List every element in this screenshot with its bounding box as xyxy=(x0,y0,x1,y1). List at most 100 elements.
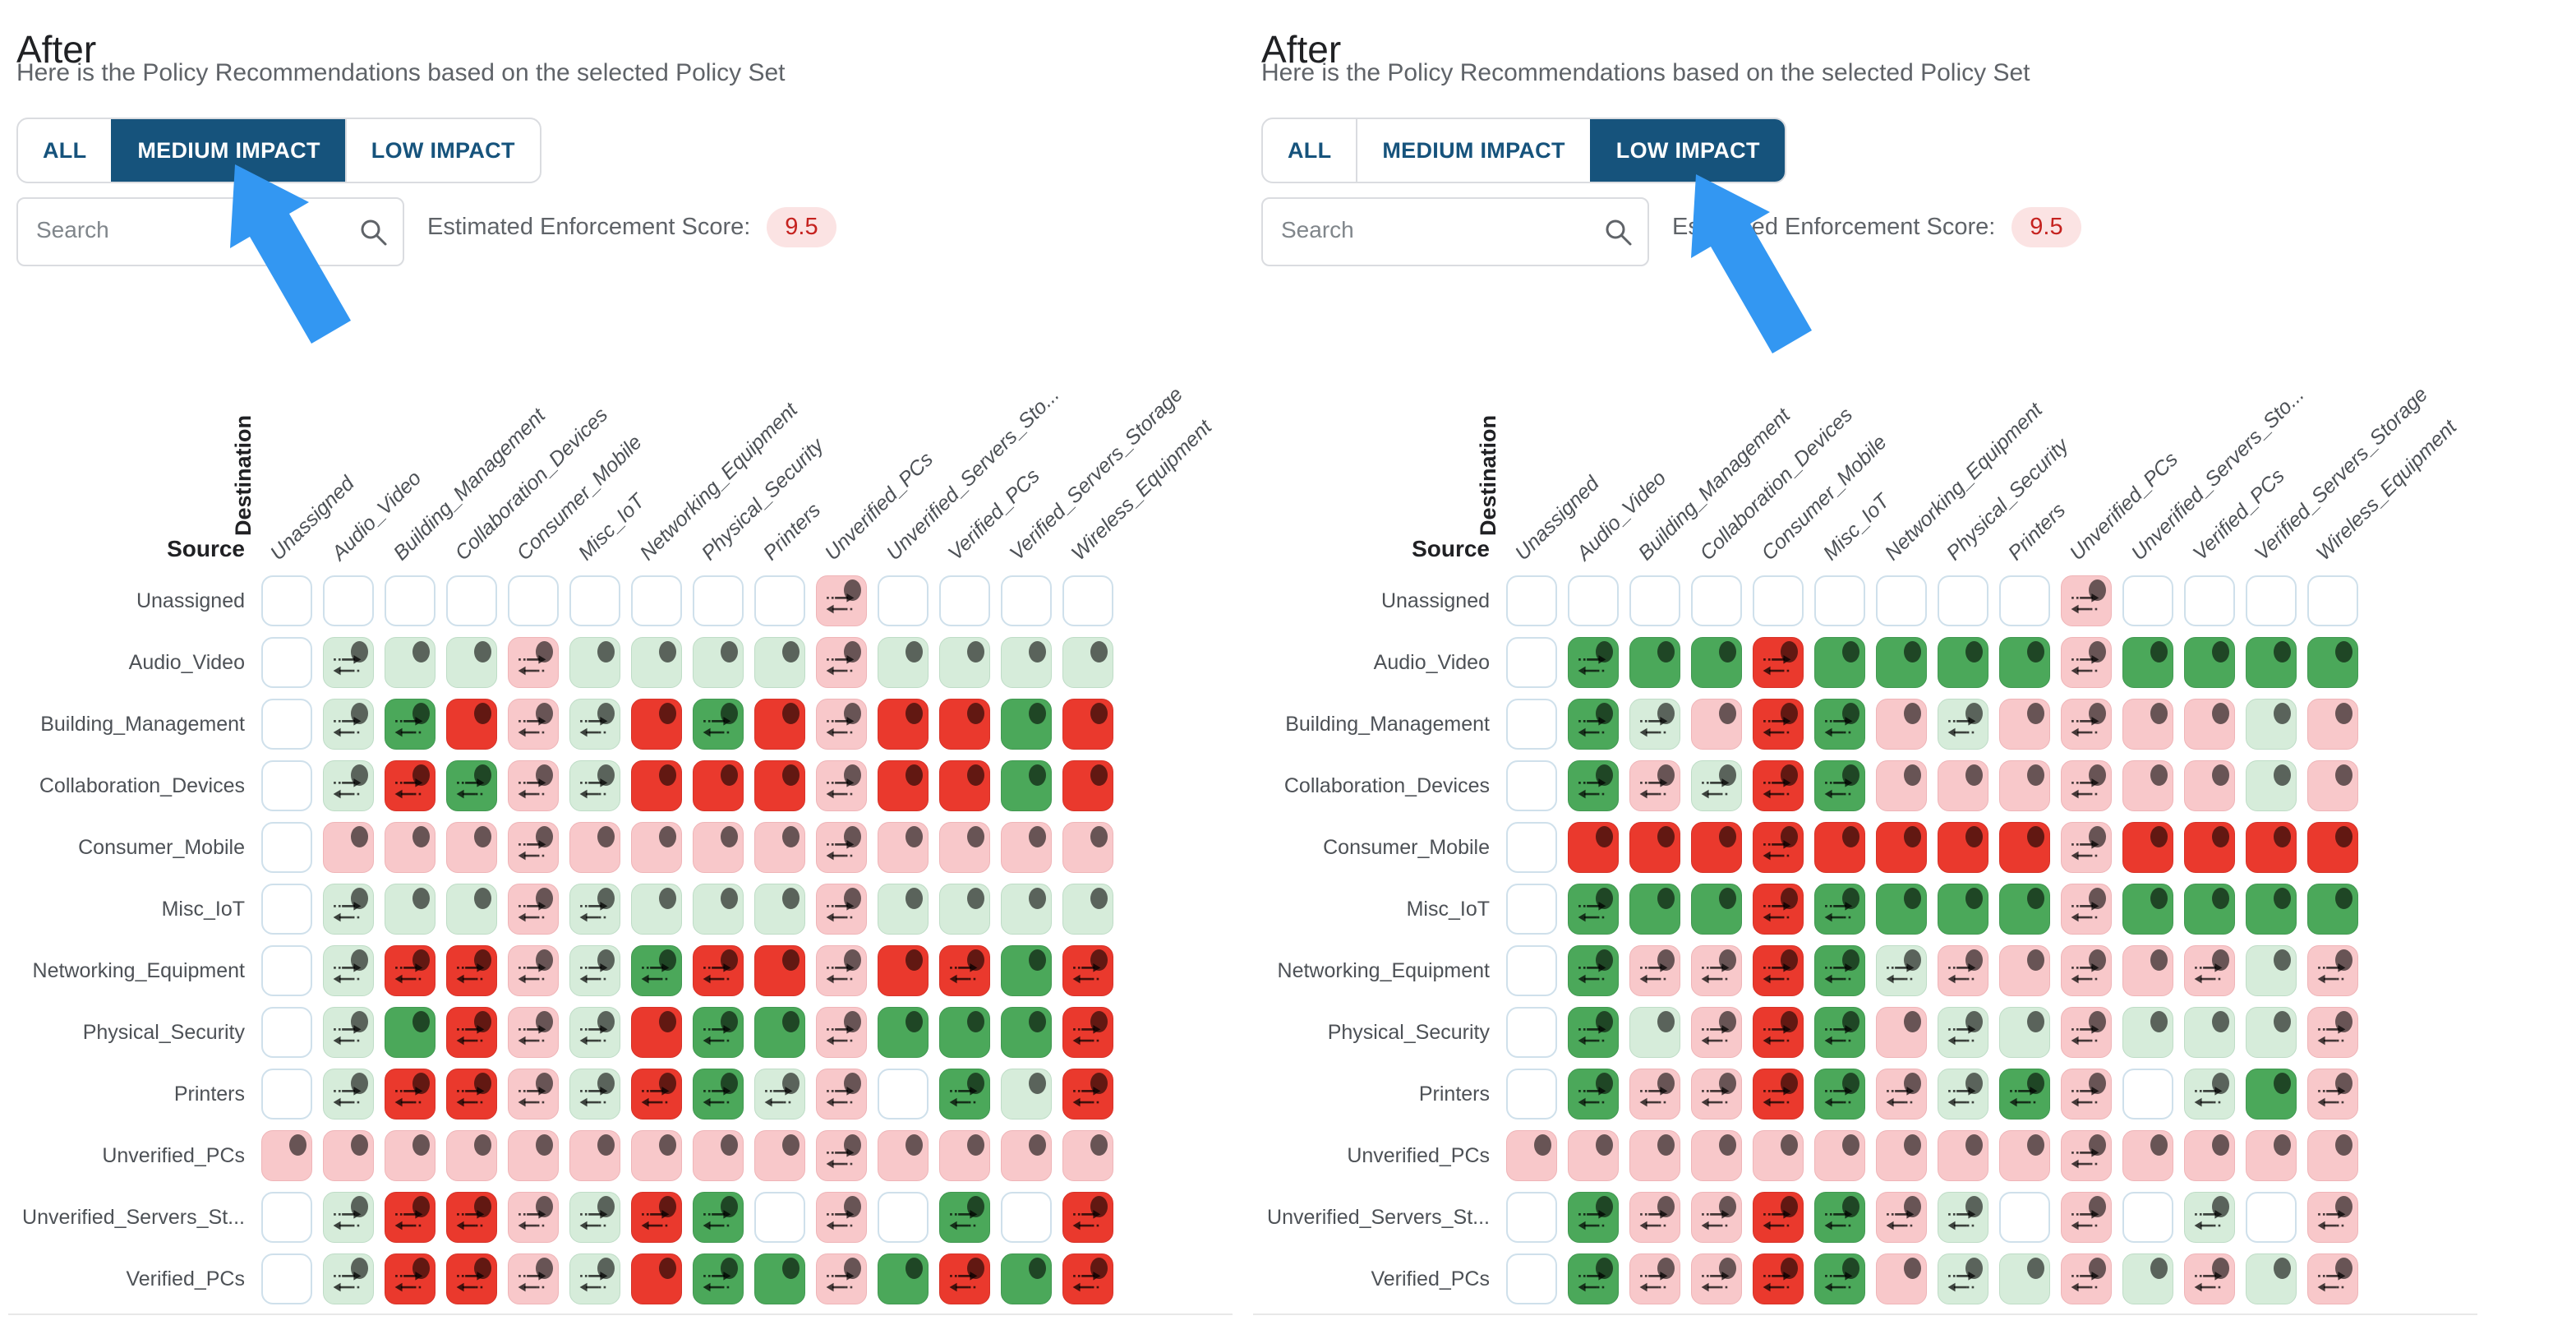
matrix-cell[interactable] xyxy=(569,575,620,626)
matrix-cell[interactable] xyxy=(323,1069,374,1120)
matrix-cell[interactable] xyxy=(631,699,682,750)
matrix-cell[interactable] xyxy=(878,1069,929,1120)
matrix-cell[interactable] xyxy=(1506,884,1557,935)
matrix-cell[interactable] xyxy=(631,945,682,996)
matrix-cell[interactable] xyxy=(1999,637,2050,688)
matrix-cell[interactable] xyxy=(1814,945,1865,996)
matrix-cell[interactable] xyxy=(1001,1069,1052,1120)
matrix-cell[interactable] xyxy=(2122,760,2173,811)
matrix-cell[interactable] xyxy=(1568,699,1619,750)
matrix-cell[interactable] xyxy=(1753,575,1804,626)
matrix-cell[interactable] xyxy=(2061,884,2112,935)
matrix-cell[interactable] xyxy=(508,760,559,811)
matrix-cell[interactable] xyxy=(1876,699,1927,750)
matrix-cell[interactable] xyxy=(2061,637,2112,688)
matrix-cell[interactable] xyxy=(1876,760,1927,811)
matrix-cell[interactable] xyxy=(2307,1007,2358,1058)
matrix-cell[interactable] xyxy=(1876,637,1927,688)
matrix-cell[interactable] xyxy=(261,1069,312,1120)
tab-low-impact[interactable]: LOW IMPACT xyxy=(1589,119,1785,182)
matrix-cell[interactable] xyxy=(939,1130,990,1181)
matrix-cell[interactable] xyxy=(878,1192,929,1243)
matrix-cell[interactable] xyxy=(1062,575,1113,626)
matrix-cell[interactable] xyxy=(323,945,374,996)
matrix-cell[interactable] xyxy=(1876,1130,1927,1181)
matrix-cell[interactable] xyxy=(569,1130,620,1181)
matrix-cell[interactable] xyxy=(1568,1253,1619,1304)
matrix-cell[interactable] xyxy=(2184,822,2235,873)
matrix-cell[interactable] xyxy=(1999,1192,2050,1243)
matrix-cell[interactable] xyxy=(1629,1007,1680,1058)
matrix-cell[interactable] xyxy=(878,760,929,811)
matrix-cell[interactable] xyxy=(2061,1007,2112,1058)
matrix-cell[interactable] xyxy=(508,884,559,935)
matrix-cell[interactable] xyxy=(1062,1253,1113,1304)
matrix-cell[interactable] xyxy=(446,1192,497,1243)
matrix-cell[interactable] xyxy=(1629,699,1680,750)
matrix-cell[interactable] xyxy=(1876,1253,1927,1304)
matrix-cell[interactable] xyxy=(569,760,620,811)
matrix-cell[interactable] xyxy=(2307,1253,2358,1304)
matrix-cell[interactable] xyxy=(939,945,990,996)
matrix-cell[interactable] xyxy=(878,1253,929,1304)
matrix-cell[interactable] xyxy=(939,1192,990,1243)
matrix-cell[interactable] xyxy=(1691,1007,1742,1058)
matrix-cell[interactable] xyxy=(323,1130,374,1181)
matrix-cell[interactable] xyxy=(1814,884,1865,935)
matrix-cell[interactable] xyxy=(2307,637,2358,688)
matrix-cell[interactable] xyxy=(1001,1192,1052,1243)
matrix-cell[interactable] xyxy=(569,1253,620,1304)
matrix-cell[interactable] xyxy=(693,760,744,811)
matrix-cell[interactable] xyxy=(261,1130,312,1181)
matrix-cell[interactable] xyxy=(1876,1069,1927,1120)
matrix-cell[interactable] xyxy=(1062,637,1113,688)
matrix-cell[interactable] xyxy=(1629,1253,1680,1304)
matrix-cell[interactable] xyxy=(1999,760,2050,811)
matrix-cell[interactable] xyxy=(1876,1192,1927,1243)
matrix-cell[interactable] xyxy=(569,884,620,935)
search-icon[interactable] xyxy=(1603,217,1633,247)
matrix-cell[interactable] xyxy=(1506,1253,1557,1304)
matrix-cell[interactable] xyxy=(2122,637,2173,688)
matrix-cell[interactable] xyxy=(1753,699,1804,750)
matrix-cell[interactable] xyxy=(693,1007,744,1058)
matrix-cell[interactable] xyxy=(1938,760,1988,811)
matrix-cell[interactable] xyxy=(1814,637,1865,688)
matrix-cell[interactable] xyxy=(323,884,374,935)
matrix-cell[interactable] xyxy=(261,575,312,626)
search-icon[interactable] xyxy=(358,217,388,247)
matrix-cell[interactable] xyxy=(2246,699,2297,750)
matrix-cell[interactable] xyxy=(261,760,312,811)
matrix-cell[interactable] xyxy=(1938,945,1988,996)
matrix-cell[interactable] xyxy=(2246,1007,2297,1058)
matrix-cell[interactable] xyxy=(1062,1007,1113,1058)
matrix-cell[interactable] xyxy=(2246,822,2297,873)
matrix-cell[interactable] xyxy=(1814,575,1865,626)
matrix-cell[interactable] xyxy=(939,884,990,935)
matrix-cell[interactable] xyxy=(1938,1130,1988,1181)
matrix-cell[interactable] xyxy=(1629,637,1680,688)
matrix-cell[interactable] xyxy=(631,1069,682,1120)
matrix-cell[interactable] xyxy=(2307,1069,2358,1120)
matrix-cell[interactable] xyxy=(631,1192,682,1243)
matrix-cell[interactable] xyxy=(2184,884,2235,935)
matrix-cell[interactable] xyxy=(508,822,559,873)
matrix-cell[interactable] xyxy=(385,1007,435,1058)
matrix-cell[interactable] xyxy=(1999,699,2050,750)
matrix-cell[interactable] xyxy=(1999,575,2050,626)
matrix-cell[interactable] xyxy=(754,1253,805,1304)
matrix-cell[interactable] xyxy=(385,637,435,688)
matrix-cell[interactable] xyxy=(939,699,990,750)
matrix-cell[interactable] xyxy=(569,945,620,996)
matrix-cell[interactable] xyxy=(693,575,744,626)
matrix-cell[interactable] xyxy=(2122,699,2173,750)
matrix-cell[interactable] xyxy=(446,945,497,996)
matrix-cell[interactable] xyxy=(816,1192,867,1243)
matrix-cell[interactable] xyxy=(1999,1253,2050,1304)
matrix-cell[interactable] xyxy=(1506,699,1557,750)
matrix-cell[interactable] xyxy=(2122,575,2173,626)
matrix-cell[interactable] xyxy=(2061,1192,2112,1243)
matrix-cell[interactable] xyxy=(754,637,805,688)
matrix-cell[interactable] xyxy=(508,945,559,996)
matrix-cell[interactable] xyxy=(1753,637,1804,688)
